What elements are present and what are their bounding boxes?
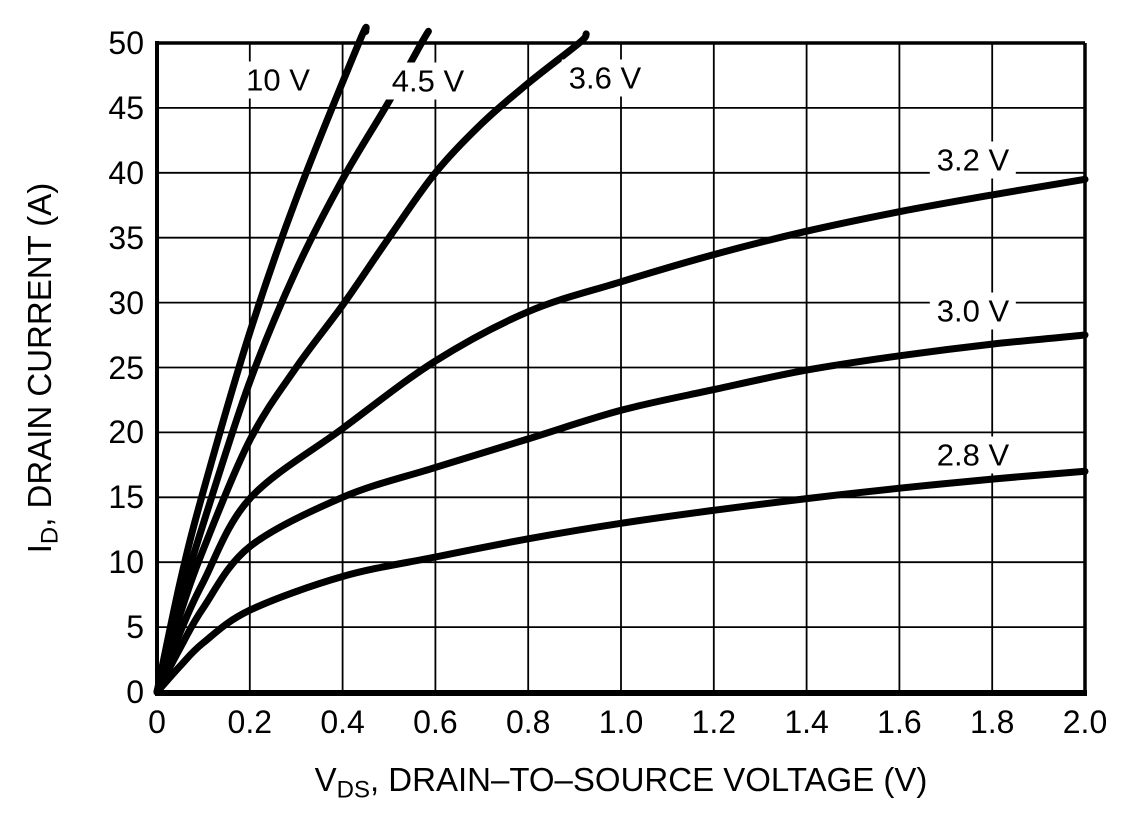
curve-label-vgs-4.5v: 4.5 V [384,62,472,100]
x-tick-label: 1.6 [877,704,922,740]
x-tick-label: 1.4 [784,704,829,740]
curve-label-vgs-3.0v: 3.0 V [929,292,1017,330]
y-tick-label: 0 [126,674,144,710]
y-tick-label: 20 [108,414,144,451]
curve-vgs-3.6v [153,30,590,696]
y-tick-label: 40 [108,154,144,191]
x-tick-label: 0.2 [227,704,273,740]
x-axis-text: , DRAIN–TO–SOURCE VOLTAGE (V) [369,761,928,798]
y-axis-variable: I [21,544,58,554]
x-tick-label: 0.8 [505,704,551,740]
curve-label-vgs-2.8v: 2.8 V [929,436,1017,474]
x-tick-label: 0 [148,704,166,740]
x-tick-label: 0.6 [413,704,458,740]
x-tick-label: 1.0 [598,704,644,740]
y-axis-title: ID, DRAIN CURRENT (A) [21,182,64,554]
x-tick-label: 2.0 [1062,704,1108,740]
y-axis-text: , DRAIN CURRENT (A) [21,182,58,527]
y-tick-label: 45 [108,89,144,126]
y-tick-label: 5 [126,609,144,646]
curve-vgs-3.0v [153,331,1089,696]
y-tick-label: 30 [108,284,144,321]
y-tick-label: 35 [108,219,144,256]
x-tick-label: 1.2 [691,704,737,740]
y-tick-label: 15 [108,479,144,516]
curve-label-vgs-3.6v: 3.6 V [561,59,649,97]
x-tick-label: 0.4 [320,704,365,740]
x-axis-variable: V [314,761,337,798]
x-tick-label: 1.8 [969,704,1015,740]
y-tick-label: 10 [108,544,144,581]
curve-vgs-2.8v [153,467,1089,696]
y-tick-label: 25 [108,349,144,386]
x-axis-subscript: DS [336,776,370,804]
curve-vgs-10v [153,23,370,696]
y-tick-label: 50 [108,25,144,61]
x-axis-title: VDS, DRAIN–TO–SOURCE VOLTAGE (V) [171,761,1071,803]
curve-label-vgs-3.2v: 3.2 V [929,141,1017,179]
curve-vgs-3.2v [153,175,1089,696]
curve-label-vgs-10v: 10 V [239,61,317,99]
y-axis-subscript: D [36,526,64,545]
